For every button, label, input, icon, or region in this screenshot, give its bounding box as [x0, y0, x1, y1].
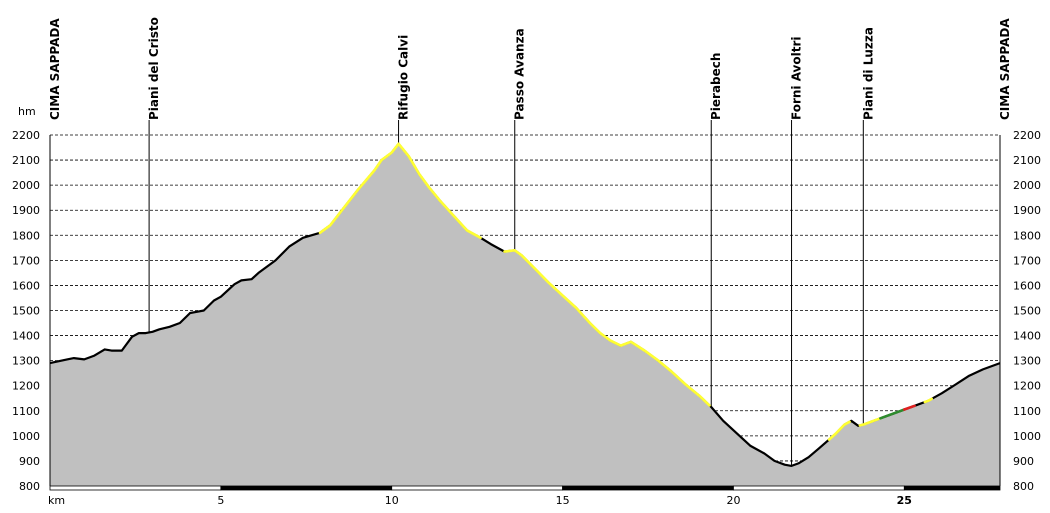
x-axis-band-0: [49, 485, 222, 491]
axes: [49, 135, 1001, 491]
elevation-area: [50, 143, 1000, 487]
y-axis-unit: hm: [18, 105, 36, 118]
highlight-segment-5: [903, 404, 916, 411]
y-tick-label-right-1700: 1700: [1013, 254, 1041, 267]
y-tick-label-left-800: 800: [19, 480, 40, 493]
y-tick-label-left-900: 900: [19, 455, 40, 468]
highlight-segment-1: [503, 249, 711, 407]
y-tick-label-left-2200: 2200: [12, 129, 40, 142]
y-tick-label-right-900: 900: [1013, 455, 1034, 468]
highlight-segment-2: [827, 420, 851, 441]
y-tick-label-right-1600: 1600: [1013, 279, 1041, 292]
y-tick-label-right-1200: 1200: [1013, 380, 1041, 393]
x-axis-band-2: [391, 485, 563, 491]
y-tick-label-left-1700: 1700: [12, 254, 40, 267]
y-tick-label-right-1300: 1300: [1013, 355, 1041, 368]
y-tick-label-left-1400: 1400: [12, 330, 40, 343]
tick-labels: hm km 800 800 900 900 1000 1000 1100 1100 1200 12…: [12, 105, 1041, 507]
y-tick-label-right-2100: 2100: [1013, 154, 1041, 167]
y-tick-label-right-1100: 1100: [1013, 405, 1041, 418]
y-tick-label-left-1000: 1000: [12, 430, 40, 443]
y-tick-label-right-800: 800: [1013, 480, 1034, 493]
x-axis-band-3: [562, 485, 734, 491]
x-axis-unit: km: [48, 494, 65, 507]
waypoint-label-6: Piani di Luzza: [861, 27, 875, 120]
x-tick-label-25: 25: [897, 494, 912, 507]
highlight-segment-3: [858, 417, 882, 427]
waypoint-label-1: Piani del Cristo: [147, 17, 161, 120]
highlight-segment-4: [879, 408, 906, 420]
y-tick-label-left-1600: 1600: [12, 279, 40, 292]
elevation-line: [49, 142, 1001, 467]
highlight-segment-0: [318, 142, 482, 240]
y-tick-label-right-2200: 2200: [1013, 129, 1041, 142]
y-tick-label-left-1500: 1500: [12, 305, 40, 318]
waypoint-label-2: Rifugio Calvi: [397, 35, 411, 120]
y-tick-label-right-1500: 1500: [1013, 305, 1041, 318]
y-tick-label-right-1400: 1400: [1013, 330, 1041, 343]
x-tick-label-10: 10: [385, 494, 399, 507]
x-axis-band-5: [903, 485, 1001, 491]
x-tick-label-5: 5: [217, 494, 224, 507]
x-axis-band-4: [733, 485, 905, 491]
y-tick-label-left-1800: 1800: [12, 229, 40, 242]
elevation-fill: [50, 143, 1000, 487]
y-tick-label-right-1800: 1800: [1013, 229, 1041, 242]
waypoint-label-3: Passo Avanza: [513, 28, 527, 120]
y-tick-label-right-2000: 2000: [1013, 179, 1041, 192]
y-tick-label-left-2100: 2100: [12, 154, 40, 167]
x-axis-band-1: [220, 485, 393, 491]
x-tick-label-20: 20: [726, 494, 740, 507]
y-tick-label-left-2000: 2000: [12, 179, 40, 192]
y-tick-label-right-1000: 1000: [1013, 430, 1041, 443]
waypoint-label-4: Pierabech: [709, 53, 723, 120]
waypoints: CIMA SAPPADA Piani del Cristo Rifugio Calv…: [48, 17, 1012, 466]
y-tick-label-right-1900: 1900: [1013, 204, 1041, 217]
y-tick-label-left-1900: 1900: [12, 204, 40, 217]
y-tick-label-left-1100: 1100: [12, 405, 40, 418]
x-tick-label-15: 15: [556, 494, 570, 507]
y-tick-label-left-1200: 1200: [12, 380, 40, 393]
waypoint-label-7: CIMA SAPPADA: [998, 18, 1012, 120]
y-tick-label-left-1300: 1300: [12, 355, 40, 368]
highlight-segment-6: [923, 397, 933, 404]
waypoint-label-0: CIMA SAPPADA: [48, 18, 62, 120]
waypoint-label-5: Forni Avoltri: [790, 36, 804, 120]
